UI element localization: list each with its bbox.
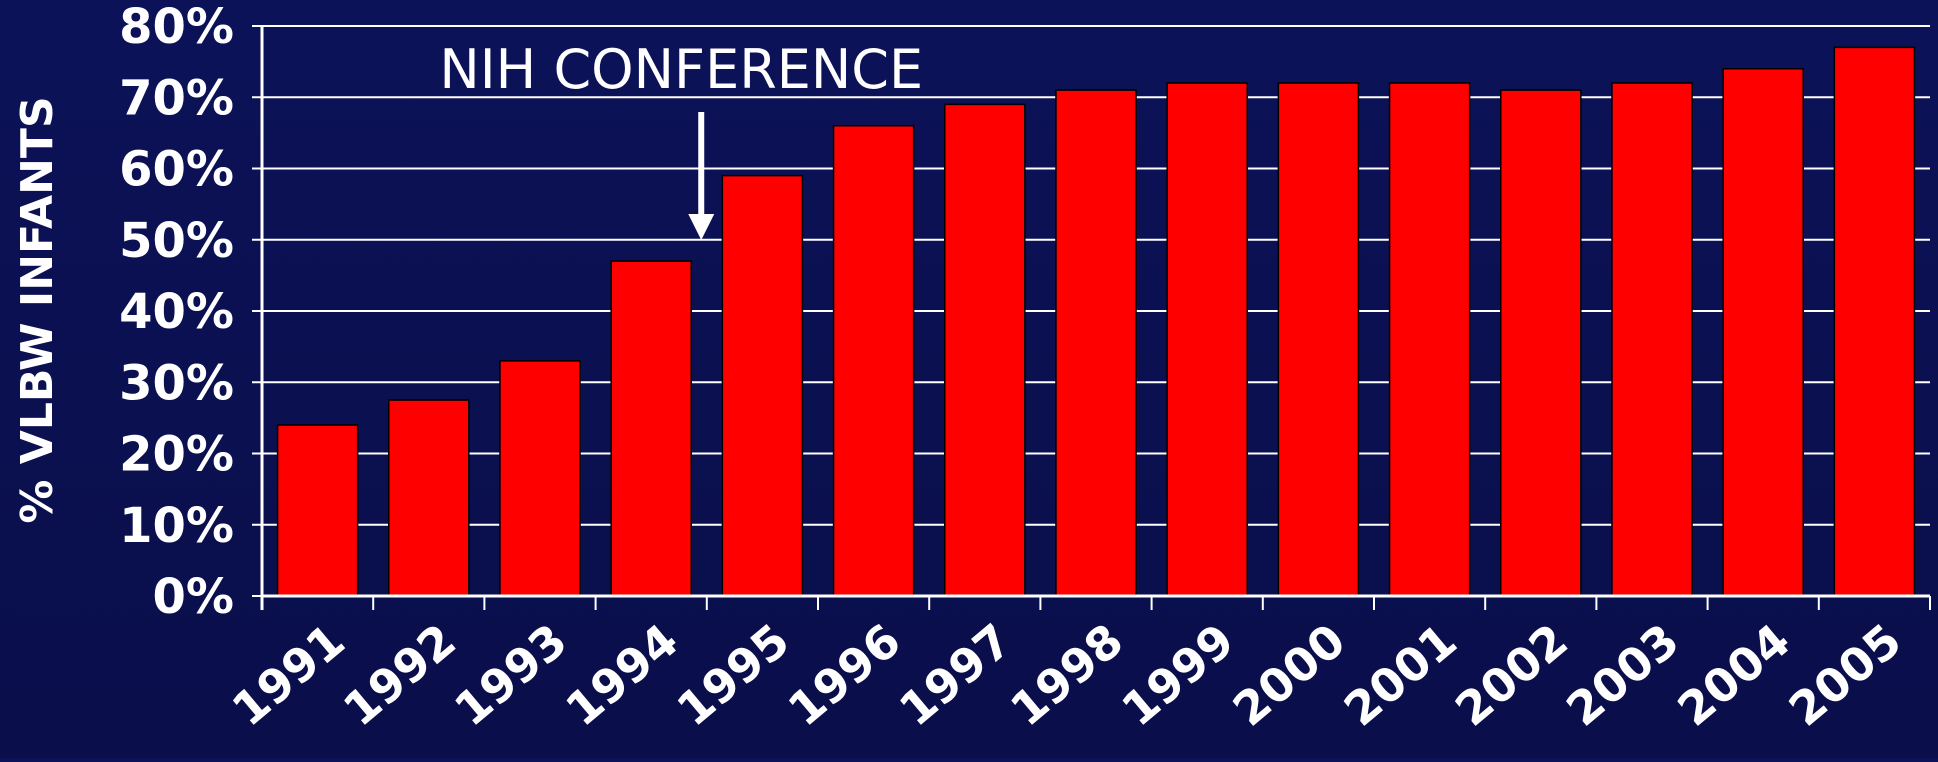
y-tick-label: 10% [119,498,234,554]
x-tick-label: 2005 [1779,613,1912,737]
y-tick-labels: 0% 10% 20% 30% 40% 50% 60% 70% 80% [119,0,234,625]
y-axis-label: % VLBW INFANTS [12,96,63,523]
bar-1999 [1166,82,1248,597]
x-tick-label: 2003 [1556,613,1689,737]
bar-1991 [276,424,359,597]
x-axis [260,26,1931,610]
y-tick-label: 0% [153,569,235,625]
bars [276,46,1916,597]
bar-2000 [1277,82,1360,597]
x-tick-label: 1998 [1000,613,1133,737]
bar-2001 [1388,82,1471,597]
bar-1992 [388,399,470,597]
bar-1993 [499,360,581,597]
bar-1995 [721,174,804,597]
bar-1994 [610,260,692,597]
x-tick-label: 2004 [1667,613,1800,737]
bar-1998 [1055,89,1137,597]
bar-2003 [1611,82,1693,597]
x-tick-labels: 1991199219931994199519961997199819992000… [222,613,1912,737]
x-tick-label: 1997 [889,613,1022,737]
bar-1996 [832,125,915,597]
x-tick-label: 1991 [222,613,355,737]
y-tick-label: 60% [119,142,234,198]
x-tick-label: 1993 [444,613,577,737]
x-tick-label: 2002 [1445,613,1578,737]
x-tick-label: 2000 [1223,613,1356,737]
y-tick-label: 40% [119,284,234,340]
x-tick-label: 1994 [555,613,688,737]
annotation: NIH CONFERENCE [439,38,923,240]
bar-2005 [1833,46,1916,597]
x-tick-label: 1992 [333,613,466,737]
x-tick-label: 1995 [667,613,800,737]
y-tick-label: 30% [119,355,234,411]
annotation-label: NIH CONFERENCE [439,38,923,101]
x-tick-label: 1996 [778,613,911,737]
bar-1997 [944,103,1026,597]
x-tick-label: 1999 [1111,613,1244,737]
bar-2004 [1722,68,1804,597]
y-tick-label: 20% [119,427,234,483]
bar-2002 [1500,89,1582,597]
y-tick-label: 80% [119,0,234,55]
y-tick-label: 50% [119,213,234,269]
arrow-down-icon [688,214,715,240]
x-tick-label: 2001 [1334,613,1467,737]
y-tick-label: 70% [119,70,234,126]
